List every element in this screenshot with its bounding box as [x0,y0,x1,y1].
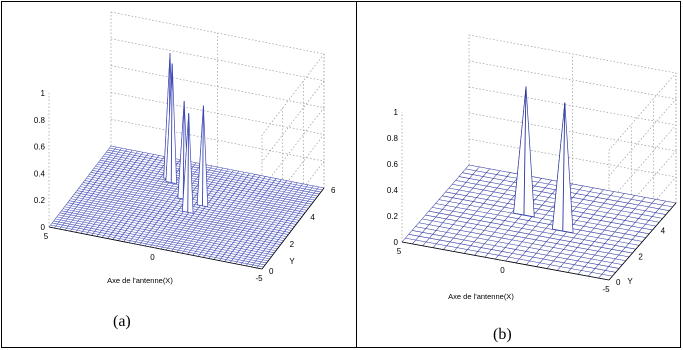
x-tick-label: -5 [602,285,610,294]
axes [48,187,325,270]
z-tick-label: 0 [394,238,399,247]
mesh-line [69,200,283,243]
mesh-line [90,172,304,215]
panel-divider [356,1,357,348]
z-tick-label: 0.6 [34,143,46,152]
z-gridline [110,65,325,189]
mesh-line [87,176,301,219]
mesh-line [435,203,643,242]
mesh-line [448,187,656,227]
y-tick-label: 4 [310,213,315,222]
surface-peak [513,86,535,218]
z-tick-label: 0.4 [387,186,399,195]
mesh-line [58,214,272,258]
y-axis-label: Y [627,277,633,286]
mesh-line [56,216,270,260]
surface-peak [196,105,209,208]
mesh-line [418,222,626,262]
z-tick-label: 0.2 [387,212,399,221]
panel-a: 0 0.2 0.4 0.6 0.8 1 5 0 -5 0 2 4 6 Axe de l'antenne(X… [2,2,356,347]
mesh-line [110,145,325,189]
axes [401,202,677,281]
mesh-line [101,157,315,201]
mesh-line [104,153,318,197]
mesh-line [425,214,633,254]
y-tick-label: 6 [331,186,336,195]
mesh-line [52,222,266,266]
mesh-line [408,234,616,273]
x-axis-label: Axe de l'antenne(X) [107,276,173,285]
z-tick-label: 1 [394,108,399,117]
x-axis-line [48,226,263,270]
mesh-line [103,155,317,199]
z-tick-label: 1 [41,89,46,98]
mesh-line [468,164,677,204]
z-gridline [468,112,677,229]
mesh-line [61,210,275,254]
x-tick-label: -5 [255,274,263,283]
y-axis-label: Y [289,257,295,266]
z-tick-label: 0.6 [387,160,399,169]
mesh-line [70,198,284,241]
mesh-line [412,230,620,269]
mesh-line [106,151,320,195]
caption-b: (b) [493,326,512,343]
z-gridline [110,118,325,243]
x-tick-label: 5 [397,247,402,256]
mesh-line [445,191,653,231]
y-axis-line [261,187,325,270]
mesh-line [53,220,267,264]
mesh-line [405,237,613,277]
y-tick-label: 0 [269,267,274,276]
z-tick-label: 0.8 [34,116,46,125]
mesh-line [72,196,286,239]
mesh-line [442,195,650,235]
mesh-line [50,224,264,268]
x-tick-label: 0 [150,253,155,262]
y-tick-label: 2 [638,252,643,261]
mesh-line [75,192,289,235]
mesh-line [67,202,281,245]
x-tick-label: 0 [500,266,505,275]
mesh-line [432,207,640,246]
surface-peak [182,113,194,214]
y-tick-label: 2 [290,240,295,249]
x-axis-label: Axe de l'antenne(X) [448,292,514,301]
mesh-line [428,210,636,250]
surface-peak [552,102,574,234]
x-axis-line [401,241,610,281]
z-tick-label: 0.8 [387,134,399,143]
mesh-line [55,218,269,262]
x-tick-label: 5 [44,232,49,241]
z-tick-label: 0.4 [34,169,46,178]
z-tick-label: 0.2 [34,196,46,205]
mesh-line [422,218,630,258]
z-gridline [110,38,325,163]
mesh-line [65,204,280,247]
mesh-line [415,226,623,265]
z-gridline [468,60,677,177]
z-tick-label: 0 [41,223,46,232]
mesh-line [73,194,287,237]
y-tick-label: 0 [616,278,621,287]
surface-mesh [401,164,677,281]
y-tick-label: 4 [661,227,666,236]
caption-a: (a) [113,313,131,330]
mesh-line [59,212,273,256]
mesh-line [89,174,303,217]
y-axis-line [608,202,677,281]
mesh-line [438,199,646,238]
surface-peak [165,63,177,185]
mesh-line [107,149,321,193]
mesh-line [64,206,278,250]
mesh-line [109,147,323,191]
mesh-line [62,208,277,252]
